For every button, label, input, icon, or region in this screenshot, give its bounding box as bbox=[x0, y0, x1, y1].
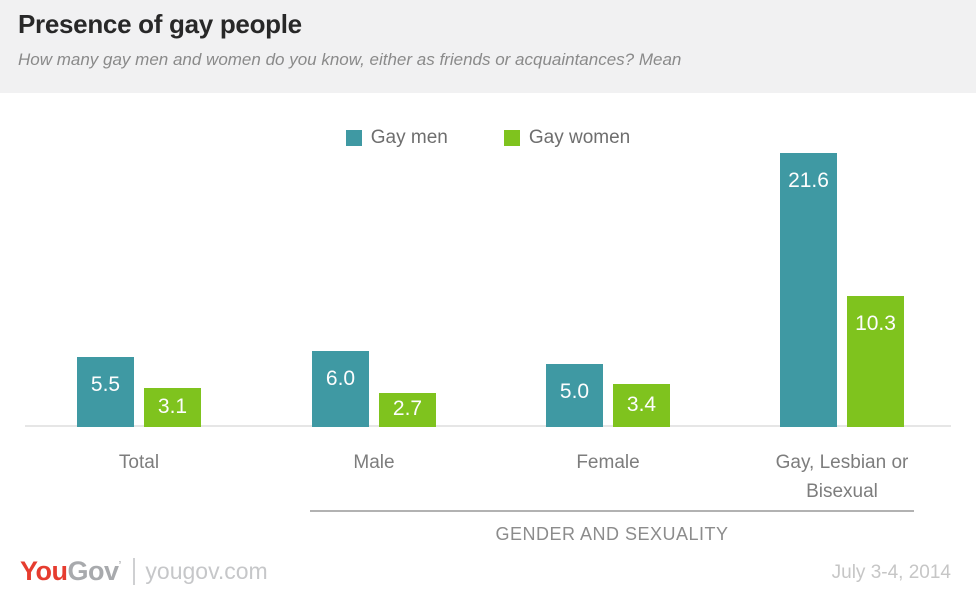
bar-gay-men-total: 5.5 bbox=[77, 357, 134, 427]
bar-gay-men-gay-lesbian-or-bisexual: 21.6 bbox=[780, 153, 837, 427]
category-label-gay-lesbian-or-bisexual: Gay, Lesbian or Bisexual bbox=[775, 452, 909, 503]
chart-legend: Gay men Gay women bbox=[0, 127, 976, 149]
bar-value-label: 21.6 bbox=[788, 169, 829, 192]
axis-group-line bbox=[310, 510, 914, 512]
x-axis-label: GENDER AND SEXUALITY bbox=[495, 524, 729, 544]
legend-label: Gay women bbox=[528, 127, 631, 148]
bar-gay-women-total: 3.1 bbox=[144, 388, 201, 427]
bar-value-label: 5.5 bbox=[90, 373, 121, 396]
survey-date: July 3-4, 2014 bbox=[831, 562, 951, 583]
bar-value-label: 2.7 bbox=[392, 397, 423, 420]
legend-swatch-gay-men bbox=[345, 130, 362, 146]
category-label-male: Male bbox=[353, 452, 395, 473]
yougov-logo: You Gov’ yougov.com bbox=[20, 556, 268, 587]
chart-subtitle: How many gay men and women do you know, … bbox=[18, 50, 682, 69]
chart-title: Presence of gay people bbox=[18, 9, 302, 39]
logo-domain-text: yougov.com bbox=[145, 558, 268, 584]
bar-value-label: 3.4 bbox=[626, 392, 657, 416]
category-label-female: Female bbox=[576, 452, 640, 473]
bar-value-label: 6.0 bbox=[325, 367, 356, 390]
chart-header: Presence of gay people How many gay men … bbox=[0, 0, 976, 93]
bar-value-label: 10.3 bbox=[855, 312, 896, 335]
logo-you-text: You bbox=[20, 556, 68, 586]
legend-swatch-gay-women bbox=[503, 130, 520, 146]
x-axis-baseline bbox=[25, 425, 951, 427]
category-label-total: Total bbox=[118, 452, 160, 473]
bar-value-label: 5.0 bbox=[559, 380, 590, 403]
logo-separator bbox=[133, 558, 136, 585]
bar-gay-women-female: 3.4 bbox=[613, 384, 670, 427]
legend-label: Gay men bbox=[370, 127, 448, 148]
bar-gay-men-female: 5.0 bbox=[546, 364, 603, 427]
trademark-mark: ’ bbox=[118, 558, 122, 573]
legend-item-gay-women: Gay women bbox=[503, 127, 631, 149]
logo-gov-text: Gov bbox=[67, 556, 120, 586]
bar-gay-men-male: 6.0 bbox=[312, 351, 369, 427]
legend-item-gay-men: Gay men bbox=[345, 127, 448, 149]
bar-gay-women-male: 2.7 bbox=[379, 393, 436, 427]
bar-value-label: 3.1 bbox=[157, 394, 188, 418]
bar-gay-women-gay-lesbian-or-bisexual: 10.3 bbox=[847, 296, 904, 427]
